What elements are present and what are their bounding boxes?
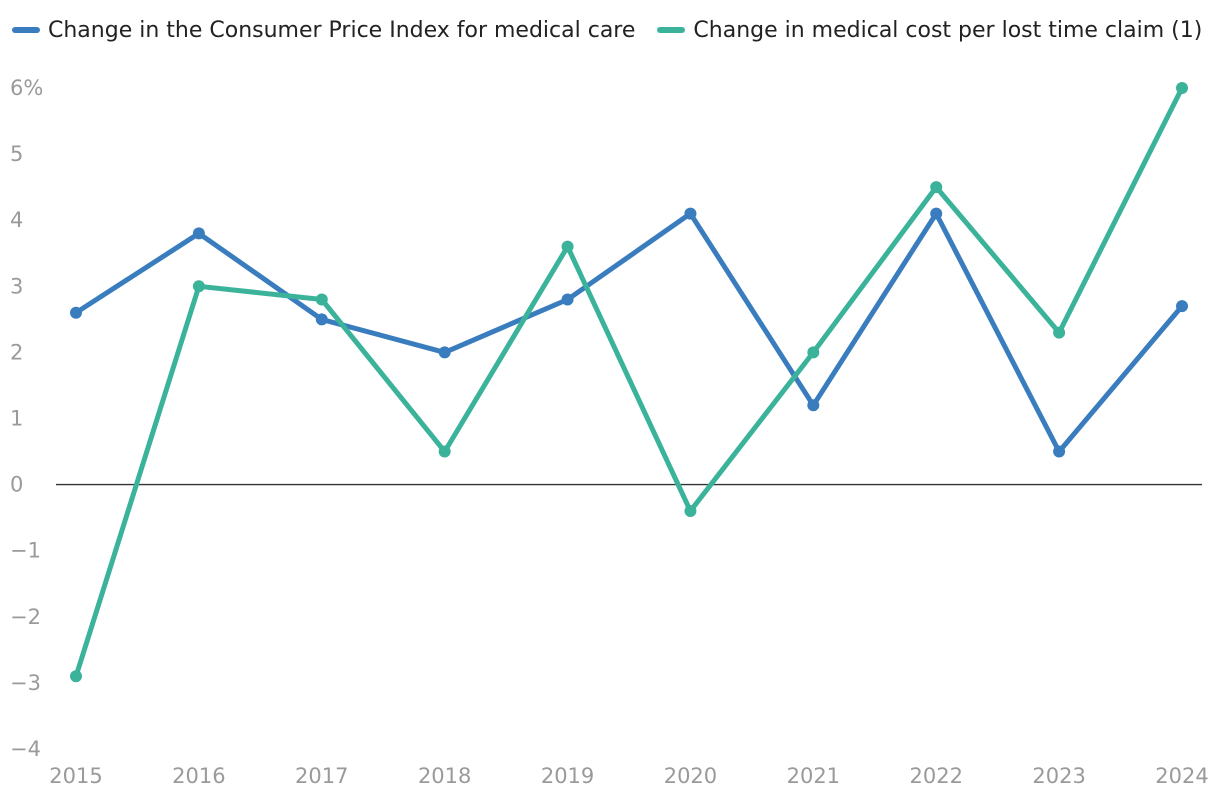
x-tick-label: 2016 xyxy=(172,764,225,788)
data-point-claim-cost xyxy=(192,280,205,293)
series-line-claim-cost xyxy=(73,85,1185,679)
y-tick-label: 6% xyxy=(10,76,43,100)
x-tick-label: 2017 xyxy=(295,764,348,788)
data-point-claim-cost xyxy=(1176,82,1188,94)
x-tick-label: 2022 xyxy=(909,764,962,788)
y-tick-label: −2 xyxy=(10,605,41,629)
y-tick-label: 2 xyxy=(10,340,23,364)
data-point-claim-cost xyxy=(807,346,820,359)
y-tick-label: 0 xyxy=(10,473,23,497)
y-tick-label: 4 xyxy=(10,208,23,232)
y-tick-label: −3 xyxy=(10,671,41,695)
legend-item-cpi: Change in the Consumer Price Index for m… xyxy=(12,18,635,43)
data-point-cpi xyxy=(315,313,328,326)
data-point-cpi xyxy=(684,207,697,220)
legend-item-claim-cost: Change in medical cost per lost time cla… xyxy=(657,18,1202,43)
chart-legend: Change in the Consumer Price Index for m… xyxy=(12,14,1220,46)
data-point-claim-cost xyxy=(315,293,328,306)
data-point-claim-cost xyxy=(930,181,943,194)
data-point-claim-cost xyxy=(70,670,82,683)
legend-label-claim-cost: Change in medical cost per lost time cla… xyxy=(693,17,1203,43)
data-point-cpi xyxy=(807,399,820,412)
data-point-claim-cost xyxy=(1053,326,1066,339)
data-point-cpi xyxy=(70,306,82,319)
y-tick-label: 5 xyxy=(10,142,23,166)
data-point-cpi xyxy=(192,227,205,240)
data-point-claim-cost xyxy=(561,240,574,253)
y-tick-label: −4 xyxy=(10,737,41,761)
x-tick-label: 2024 xyxy=(1155,764,1208,788)
data-point-cpi xyxy=(1053,445,1066,458)
legend-swatch-cpi xyxy=(12,27,40,33)
data-point-cpi xyxy=(930,207,943,220)
x-tick-label: 2023 xyxy=(1032,764,1085,788)
x-tick-label: 2018 xyxy=(418,764,471,788)
data-point-claim-cost xyxy=(684,505,697,518)
y-tick-label: 1 xyxy=(10,407,23,431)
x-tick-label: 2021 xyxy=(787,764,840,788)
series-line-cpi xyxy=(73,211,1185,455)
data-point-cpi xyxy=(438,346,451,359)
y-tick-label: 3 xyxy=(10,274,23,298)
legend-swatch-claim-cost xyxy=(657,27,686,33)
legend-label-cpi: Change in the Consumer Price Index for m… xyxy=(48,17,636,43)
x-tick-label: 2020 xyxy=(664,764,717,788)
x-tick-label: 2015 xyxy=(49,764,102,788)
y-tick-label: −1 xyxy=(10,539,41,563)
data-point-cpi xyxy=(1176,300,1188,313)
data-point-cpi xyxy=(561,293,574,306)
data-point-claim-cost xyxy=(438,445,451,458)
x-tick-label: 2019 xyxy=(541,764,594,788)
